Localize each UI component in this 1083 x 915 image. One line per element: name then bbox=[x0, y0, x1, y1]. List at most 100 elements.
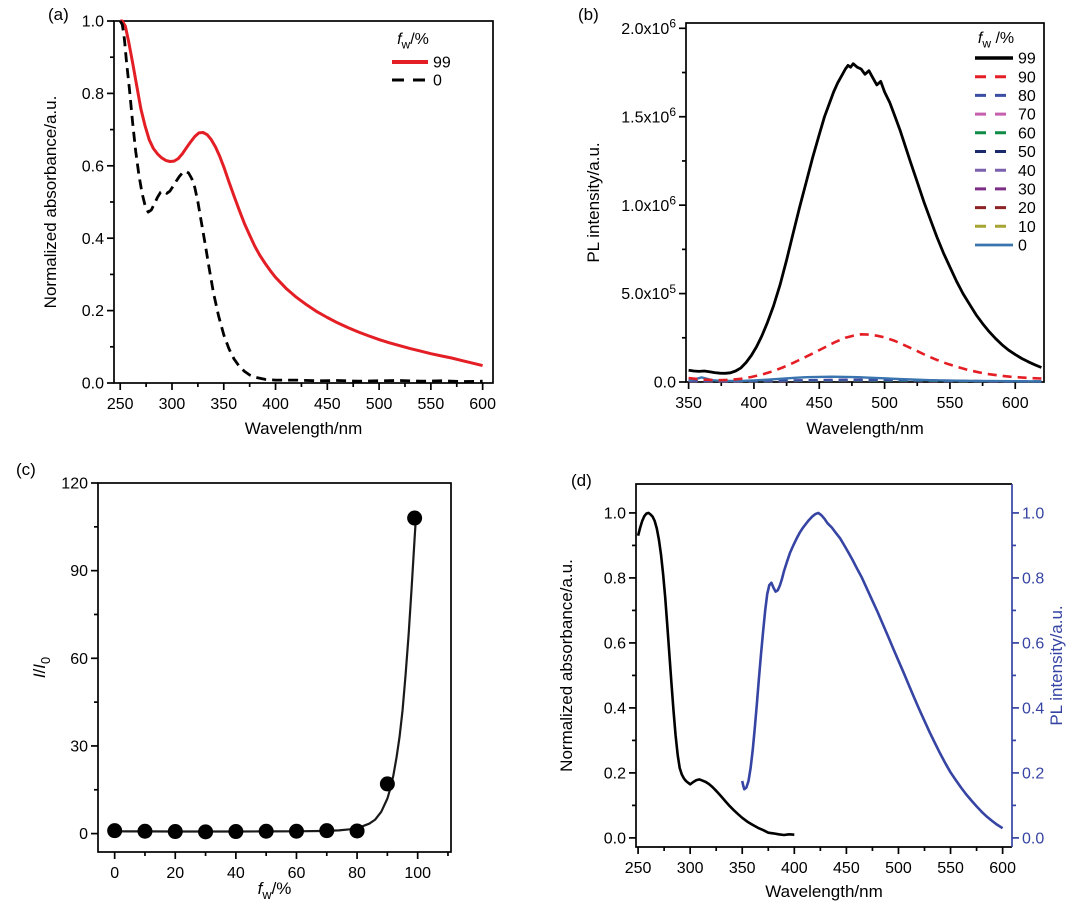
x-axis-title: Wavelength/nm bbox=[806, 419, 923, 438]
svg-text:1.0: 1.0 bbox=[604, 506, 626, 523]
series-fw-pl bbox=[740, 511, 1004, 830]
svg-text:1.0: 1.0 bbox=[82, 14, 104, 31]
svg-text:450: 450 bbox=[314, 396, 341, 413]
legend-entry-label: 99 bbox=[433, 55, 451, 72]
svg-text:0.0: 0.0 bbox=[604, 831, 626, 848]
svg-text:5.0x105: 5.0x105 bbox=[621, 282, 676, 303]
legend: fw/%990 bbox=[392, 31, 451, 90]
panel-b: 350 400 450 500 550 6000.05.0x1051.0x1061.5x1… bbox=[584, 17, 1045, 438]
x-axis-title: Wavelength/nm bbox=[765, 882, 882, 901]
legend-entry-label: 20 bbox=[1018, 200, 1036, 217]
svg-text:550: 550 bbox=[937, 860, 964, 877]
scatter-point bbox=[107, 823, 123, 839]
scatter-point bbox=[137, 823, 153, 839]
svg-text:60: 60 bbox=[288, 865, 306, 882]
scatter-point bbox=[258, 823, 274, 839]
series-fw-99 bbox=[688, 62, 1042, 375]
svg-text:0.8: 0.8 bbox=[82, 86, 104, 103]
svg-text:2.0x106: 2.0x106 bbox=[621, 17, 676, 38]
svg-text:0.4: 0.4 bbox=[604, 701, 626, 718]
svg-text:0.0: 0.0 bbox=[654, 375, 676, 392]
y-axis-title: I/I0 bbox=[30, 657, 53, 678]
svg-text:100: 100 bbox=[404, 865, 431, 882]
svg-text:20: 20 bbox=[166, 865, 184, 882]
svg-text:600: 600 bbox=[469, 396, 496, 413]
legend-entry-label: 10 bbox=[1018, 219, 1036, 236]
y2-axis-title: PL intensity/a.u. bbox=[1047, 605, 1066, 725]
legend-entry-label: 90 bbox=[1018, 69, 1036, 86]
y-axis-title: Normalized absorbance/a.u. bbox=[41, 96, 60, 309]
scatter-point bbox=[288, 823, 304, 839]
svg-text:90: 90 bbox=[70, 563, 88, 580]
svg-text:0.8: 0.8 bbox=[1022, 571, 1044, 588]
legend-entry-label: 50 bbox=[1018, 144, 1036, 161]
series-fw-99 bbox=[120, 19, 483, 368]
legend-entry-label: 70 bbox=[1018, 107, 1036, 124]
y-axis-title: PL intensity/a.u. bbox=[584, 142, 603, 262]
svg-text:400: 400 bbox=[741, 395, 768, 412]
svg-text:450: 450 bbox=[806, 395, 833, 412]
svg-text:350: 350 bbox=[729, 860, 756, 877]
scatter-point bbox=[198, 824, 214, 840]
svg-text:300: 300 bbox=[159, 396, 186, 413]
svg-text:1.5x106: 1.5x106 bbox=[621, 105, 676, 126]
svg-text:0: 0 bbox=[79, 826, 88, 843]
series-fw-90 bbox=[688, 332, 1042, 382]
svg-text:0: 0 bbox=[110, 865, 119, 882]
svg-text:1.0x106: 1.0x106 bbox=[621, 193, 676, 214]
svg-text:0.2: 0.2 bbox=[1022, 766, 1044, 783]
x-axis-title: fw/% bbox=[258, 879, 292, 902]
panel-label-b: (b) bbox=[578, 5, 599, 24]
series-fw-0 bbox=[118, 20, 483, 384]
svg-text:400: 400 bbox=[781, 860, 808, 877]
svg-text:250: 250 bbox=[107, 396, 134, 413]
svg-text:0.8: 0.8 bbox=[604, 571, 626, 588]
panel-d: 250 300 350 400 450 500 550 600 0.0 0.2 0.4 0.6 0.8 1… bbox=[557, 483, 1066, 901]
legend-title: fw /% bbox=[978, 30, 1014, 51]
svg-text:300: 300 bbox=[677, 860, 704, 877]
scatter-point bbox=[407, 510, 423, 526]
svg-text:500: 500 bbox=[366, 396, 393, 413]
svg-text:250: 250 bbox=[625, 860, 652, 877]
svg-text:0.0: 0.0 bbox=[1022, 831, 1044, 848]
scatter-point bbox=[167, 824, 183, 840]
legend-entry-label: 30 bbox=[1018, 182, 1036, 199]
svg-text:40: 40 bbox=[227, 865, 245, 882]
scatter-point bbox=[349, 823, 365, 839]
scatter-point bbox=[319, 823, 335, 839]
legend-title: fw/% bbox=[397, 31, 429, 52]
svg-text:0.2: 0.2 bbox=[604, 766, 626, 783]
svg-text:500: 500 bbox=[885, 860, 912, 877]
svg-text:0.0: 0.0 bbox=[82, 376, 104, 393]
svg-text:80: 80 bbox=[348, 865, 366, 882]
legend-entry-label: 0 bbox=[433, 73, 442, 90]
svg-text:60: 60 bbox=[70, 651, 88, 668]
svg-text:0.6: 0.6 bbox=[1022, 636, 1044, 653]
svg-text:30: 30 bbox=[70, 739, 88, 756]
legend-entry-label: 99 bbox=[1018, 51, 1036, 68]
svg-text:550: 550 bbox=[937, 395, 964, 412]
svg-text:1.0: 1.0 bbox=[1022, 506, 1044, 523]
svg-text:450: 450 bbox=[833, 860, 860, 877]
y-axis-title: Normalized absorbance/a.u. bbox=[557, 559, 576, 772]
panel-c: 0 20 40 60 80 100 0 30 60 90 120 fw/% I/I0 bbox=[30, 476, 452, 902]
series-fw-fit-line bbox=[114, 518, 417, 833]
panel-label-c: (c) bbox=[16, 460, 36, 479]
svg-text:350: 350 bbox=[675, 395, 702, 412]
panel-label-a: (a) bbox=[48, 5, 69, 24]
svg-text:350: 350 bbox=[210, 396, 237, 413]
panel-label-d: (d) bbox=[571, 471, 592, 490]
legend-entry-label: 40 bbox=[1018, 163, 1036, 180]
svg-text:600: 600 bbox=[1002, 395, 1029, 412]
panel-a: 250 300 350 400 450 500 550 600 0.0 0.2 0.4 0.6 0.8 1… bbox=[41, 14, 496, 438]
svg-text:0.6: 0.6 bbox=[604, 636, 626, 653]
x-axis-title: Wavelength/nm bbox=[245, 419, 362, 438]
svg-text:0.6: 0.6 bbox=[82, 158, 104, 175]
svg-text:0.4: 0.4 bbox=[1022, 701, 1044, 718]
svg-text:600: 600 bbox=[989, 860, 1016, 877]
legend-entry-label: 0 bbox=[1018, 238, 1027, 255]
legend-entry-label: 80 bbox=[1018, 88, 1036, 105]
